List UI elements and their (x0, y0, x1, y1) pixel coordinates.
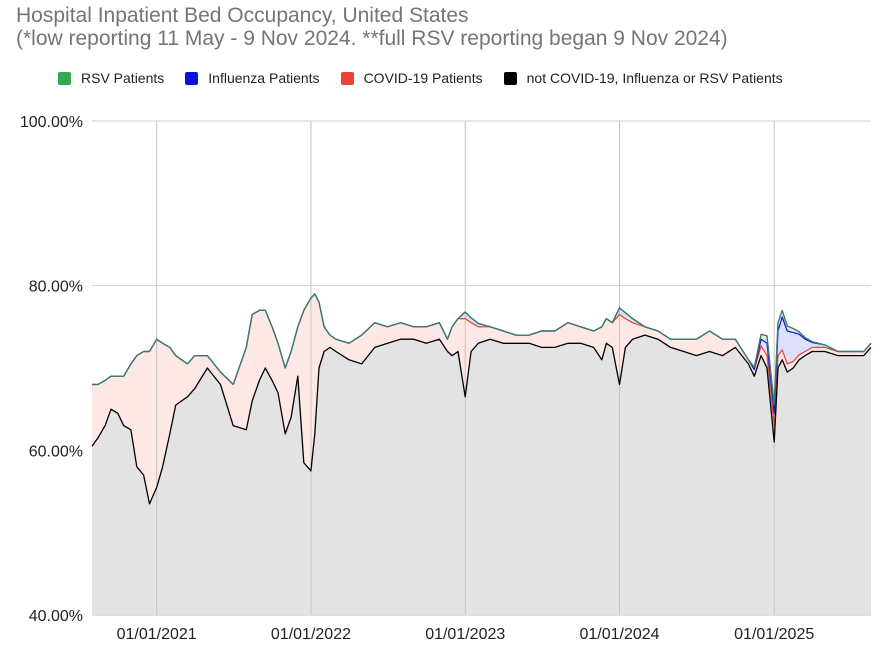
legend-item-covid[interactable]: COVID-19 Patients (340, 70, 483, 86)
legend-item-rsv[interactable]: RSV Patients (58, 70, 164, 86)
legend-label-covid: COVID-19 Patients (363, 70, 483, 86)
legend-label-rsv: RSV Patients (81, 70, 165, 86)
legend-swatch-other (503, 71, 517, 85)
x-tick-label: 01/01/2023 (425, 626, 505, 643)
y-tick-label: 40.00% (29, 608, 83, 625)
y-tick-label: 100.00% (20, 114, 83, 131)
subtitle-line: (*low reporting 11 May - 9 Nov 2024. **f… (16, 27, 728, 50)
legend-label-other: not COVID-19, Influenza or RSV Patients (526, 70, 783, 86)
x-tick-label: 01/01/2024 (579, 626, 659, 643)
line-total (92, 293, 872, 406)
legend: RSV Patients Influenza Patients COVID-19… (58, 70, 804, 86)
x-tick-label: 01/01/2022 (271, 626, 351, 643)
area-non-covid (92, 335, 871, 615)
x-tick-label: 01/01/2025 (734, 626, 814, 643)
title-line: Hospital Inpatient Bed Occupancy, United… (16, 4, 469, 27)
line-non-covid (91, 334, 872, 505)
legend-swatch-covid (340, 71, 354, 85)
chart-title: Hospital Inpatient Bed Occupancy, United… (16, 4, 728, 50)
legend-label-influenza: Influenza Patients (208, 70, 320, 86)
legend-swatch-influenza (185, 71, 199, 85)
area-covid (92, 293, 871, 504)
y-tick-label: 80.00% (29, 279, 83, 296)
legend-item-influenza[interactable]: Influenza Patients (185, 70, 320, 86)
y-tick-label: 60.00% (29, 443, 83, 460)
legend-item-other[interactable]: not COVID-19, Influenza or RSV Patients (503, 70, 783, 86)
legend-swatch-rsv (58, 71, 71, 85)
x-tick-label: 01/01/2021 (117, 626, 197, 643)
